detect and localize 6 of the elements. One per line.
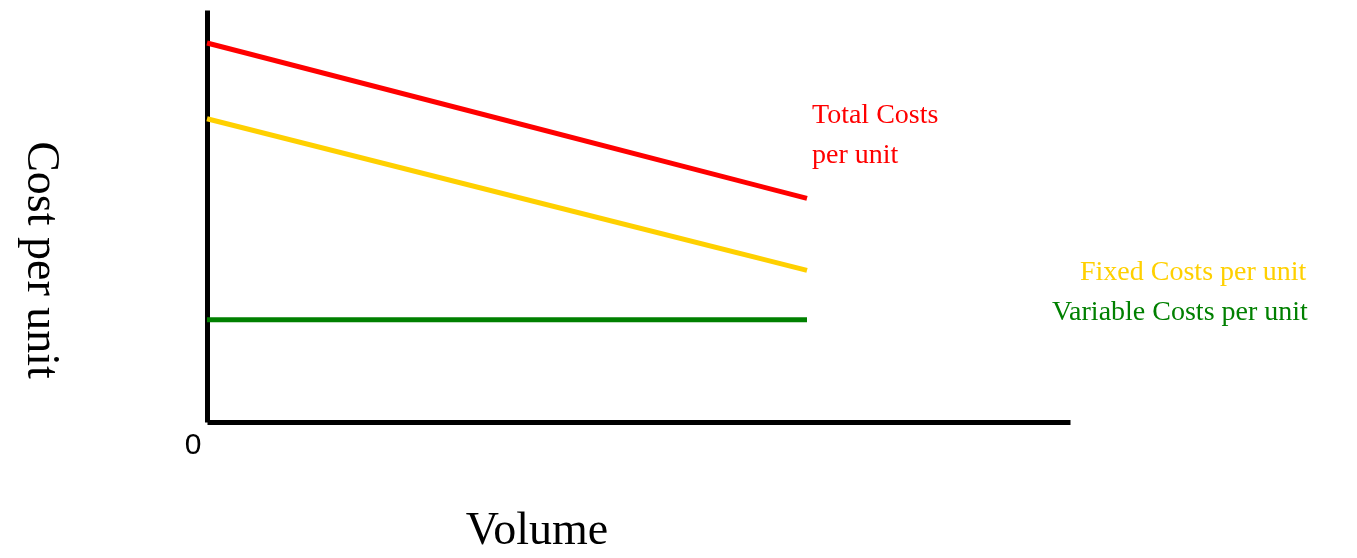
text: Fixed Costs per unit (1080, 255, 1307, 286)
x-axis-title: Volume (465, 503, 609, 554)
y-axis-title: Cost per unit (18, 141, 69, 380)
text: 0 (184, 427, 202, 460)
series-label: Total Costs per unit (812, 98, 939, 169)
text: Variable Costs per unit (1052, 295, 1309, 326)
